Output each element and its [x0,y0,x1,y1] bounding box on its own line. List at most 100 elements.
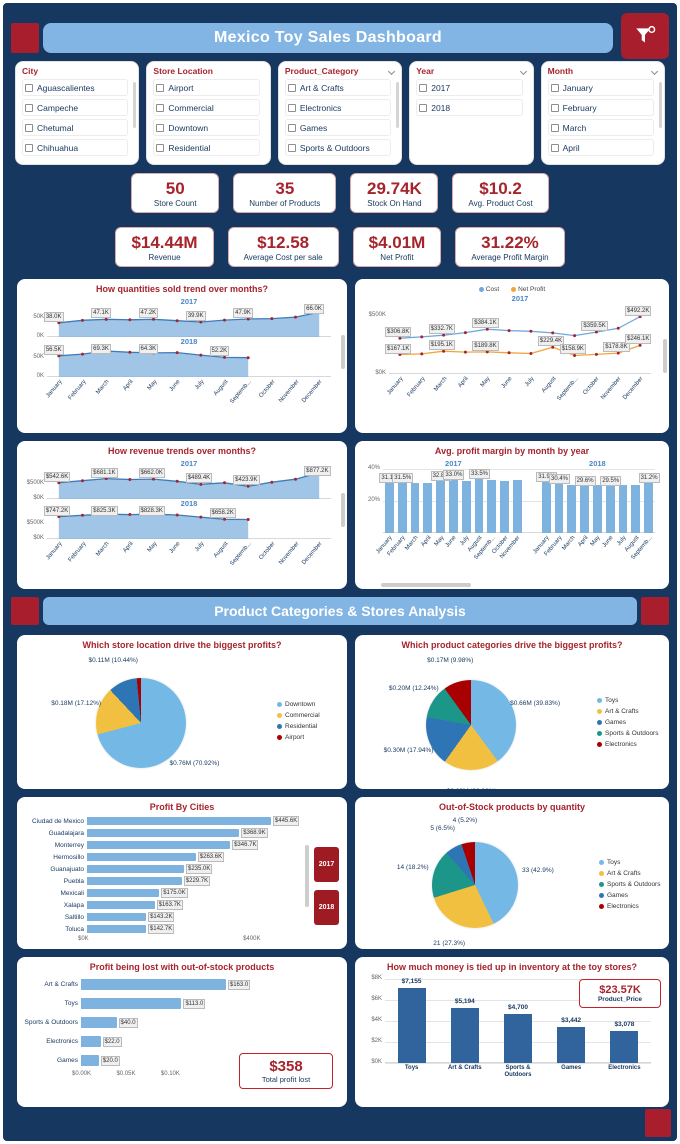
bar[interactable] [436,480,446,533]
bar[interactable] [644,483,654,533]
bar[interactable] [81,998,182,1009]
bar-art-crafts[interactable] [450,1008,479,1063]
slicer-item-february[interactable]: February [547,99,655,116]
legend-item-sports-outdoors[interactable]: Sports & Outdoors [597,730,658,737]
scrollbar-thumb[interactable] [341,335,345,369]
bar[interactable] [397,482,407,533]
scrollbar-thumb[interactable] [305,845,309,907]
slicer-item-chihuahua[interactable]: Chihuahua [22,139,129,156]
slicer-item-sports-outdoors[interactable]: Sports & Outdoors [284,139,392,156]
bar-toys[interactable] [397,987,426,1063]
scrollbar-thumb[interactable] [659,82,663,128]
bar[interactable] [592,484,602,533]
legend-item-commercial[interactable]: Commercial [277,712,320,719]
legend-item-electronics[interactable]: Electronics [599,903,660,910]
checkbox-icon[interactable] [287,83,296,92]
bar[interactable] [81,1017,117,1028]
checkbox-icon[interactable] [25,103,33,112]
checkbox-icon[interactable] [419,83,428,92]
bar[interactable] [567,485,577,533]
legend-item-electronics[interactable]: Electronics [597,741,658,748]
slicer-item-january[interactable]: January [547,79,655,96]
checkbox-icon[interactable] [287,103,296,112]
slicer-item-commercial[interactable]: Commercial [153,99,260,116]
pie-c-pie-cat[interactable] [426,680,516,770]
slicer-item-march[interactable]: March [547,119,655,136]
scrollbar-thumb[interactable] [396,82,400,128]
scrollbar-thumb[interactable] [133,82,137,128]
year-filter-button-2018[interactable]: 2018 [314,890,339,925]
bar[interactable] [618,485,628,533]
checkbox-icon[interactable] [156,83,165,92]
slicer-item-electronics[interactable]: Electronics [284,99,392,116]
legend-item-airport[interactable]: Airport [277,734,320,741]
bar[interactable] [87,865,184,873]
bar[interactable] [87,877,182,885]
checkbox-icon[interactable] [156,143,165,152]
bar[interactable] [512,479,522,533]
slicer-item-aguascalientes[interactable]: Aguascalientes [22,79,129,96]
bar[interactable] [87,841,231,849]
bar[interactable] [500,480,510,533]
bar[interactable] [461,480,471,533]
checkbox-icon[interactable] [25,143,33,152]
slicer-item-campeche[interactable]: Campeche [22,99,129,116]
bar[interactable] [384,483,394,533]
checkbox-icon[interactable] [550,103,559,112]
pie-c-pie-store[interactable] [96,678,186,768]
slicer-item-residential[interactable]: Residential [153,139,260,156]
checkbox-icon[interactable] [25,123,33,132]
legend-item-net-profit[interactable]: Net Profit [511,286,545,293]
filter-button[interactable] [621,13,669,59]
legend-item-games[interactable]: Games [599,892,660,899]
bar[interactable] [631,484,641,533]
legend-item-art-crafts[interactable]: Art & Crafts [599,870,660,877]
checkbox-icon[interactable] [25,83,33,92]
checkbox-icon[interactable] [156,123,165,132]
bar-electronics[interactable] [610,1030,639,1063]
checkbox-icon[interactable] [550,123,559,132]
bar[interactable] [605,485,615,533]
legend-item-toys[interactable]: Toys [597,697,658,704]
checkbox-icon[interactable] [550,83,559,92]
bar[interactable] [81,1055,99,1066]
bar-sports-outdoors[interactable] [504,1013,532,1063]
bar[interactable] [474,479,484,533]
scrollbar-thumb[interactable] [381,583,471,587]
bar[interactable] [81,1036,101,1047]
bar[interactable] [410,483,420,533]
checkbox-icon[interactable] [287,123,296,132]
legend-item-downtown[interactable]: Downtown [277,701,320,708]
bar[interactable] [87,853,196,861]
bar[interactable] [487,480,497,533]
legend-item-toys[interactable]: Toys [599,859,660,866]
bar-games[interactable] [557,1026,586,1063]
bar[interactable] [423,482,433,533]
slicer-item-downtown[interactable]: Downtown [153,119,260,136]
scrollbar-thumb[interactable] [663,339,667,373]
pie-c-oos[interactable] [432,842,518,928]
bar[interactable] [448,480,458,533]
legend-item-residential[interactable]: Residential [277,723,320,730]
slicer-item-april[interactable]: April [547,139,655,156]
slicer-item-games[interactable]: Games [284,119,392,136]
checkbox-icon[interactable] [287,143,296,152]
checkbox-icon[interactable] [156,103,165,112]
legend-item-games[interactable]: Games [597,719,658,726]
slicer-item-airport[interactable]: Airport [153,79,260,96]
checkbox-icon[interactable] [419,103,428,112]
legend-item-sports-outdoors[interactable]: Sports & Outdoors [599,881,660,888]
scrollbar-thumb[interactable] [341,493,345,527]
bar[interactable] [87,925,146,933]
year-filter-button-2017[interactable]: 2017 [314,847,339,882]
legend-item-art-crafts[interactable]: Art & Crafts [597,708,658,715]
slicer-item-art-crafts[interactable]: Art & Crafts [284,79,392,96]
bar[interactable] [87,901,155,909]
slicer-item-2017[interactable]: 2017 [416,79,523,96]
slicer-item-2018[interactable]: 2018 [416,99,523,116]
legend-item-cost[interactable]: Cost [478,286,499,293]
bar[interactable] [554,484,564,533]
bar[interactable] [81,979,226,990]
bar[interactable] [87,913,147,921]
checkbox-icon[interactable] [550,143,559,152]
